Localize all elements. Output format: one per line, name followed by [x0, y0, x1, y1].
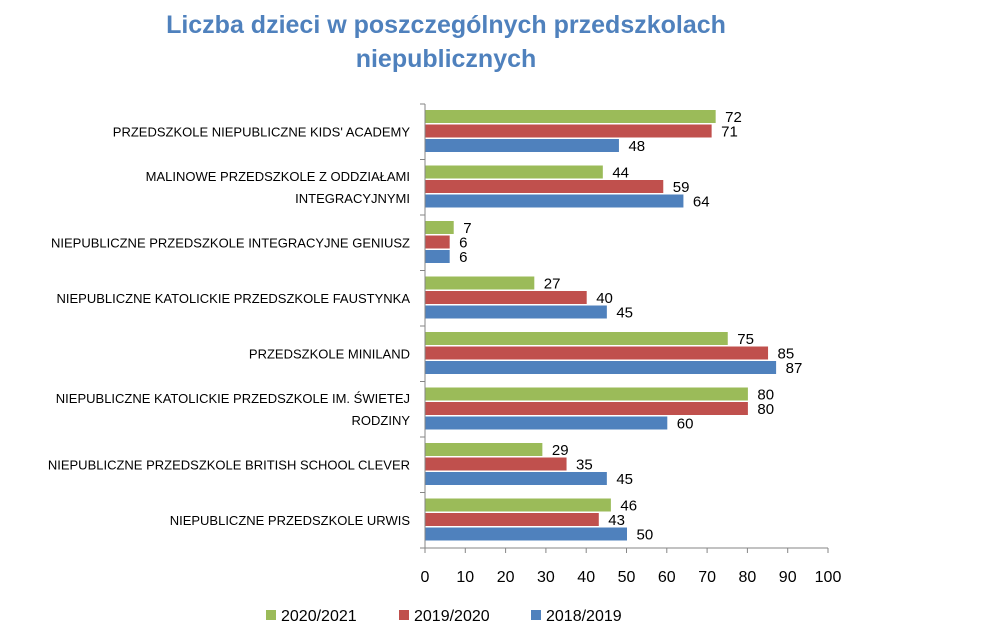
bar — [425, 276, 535, 290]
data-label: 72 — [725, 109, 742, 126]
bar — [425, 416, 668, 430]
axes — [420, 103, 829, 553]
data-label: 44 — [612, 165, 629, 182]
category-labels: PRZEDSZKOLE NIEPUBLICZNE KIDS' ACADEMY MA… — [48, 124, 410, 528]
data-label: 80 — [757, 387, 774, 404]
data-label: 87 — [786, 360, 803, 377]
legend-swatch — [399, 610, 409, 620]
data-label: 35 — [576, 457, 593, 474]
bar — [425, 361, 777, 374]
category-label: NIEPUBLICZNE PRZEDSZKOLE INTEGRACYJNE GE… — [51, 235, 410, 250]
data-label: 43 — [608, 512, 625, 529]
data-label: 75 — [737, 331, 754, 348]
category-label: MALINOWE PRZEDSZKOLE Z ODDZIAŁAMI INTEGRA… — [146, 169, 410, 206]
x-tick-label: 90 — [779, 569, 797, 586]
data-label: 50 — [637, 527, 654, 544]
x-axis-ticks: 0 10 20 30 40 50 60 70 80 90 100 — [421, 569, 842, 586]
data-label: 6 — [459, 249, 467, 266]
category-label: PRZEDSZKOLE MINILAND — [249, 346, 410, 361]
bar — [425, 139, 619, 152]
data-label: 7 — [463, 220, 471, 237]
legend-swatch — [266, 610, 276, 620]
bar — [425, 250, 450, 263]
bar — [425, 402, 748, 415]
data-label: 27 — [544, 276, 561, 293]
data-label: 45 — [616, 471, 633, 488]
bar — [425, 332, 728, 345]
data-label: 59 — [673, 179, 690, 196]
x-tick-label: 100 — [815, 569, 842, 586]
data-label: 85 — [778, 346, 795, 363]
x-tick-label: 80 — [739, 569, 757, 586]
bar — [425, 194, 684, 208]
data-label: 6 — [459, 235, 467, 252]
bar — [425, 305, 607, 319]
bar — [425, 472, 607, 485]
data-label: 60 — [677, 416, 694, 433]
data-label: 45 — [616, 305, 633, 322]
category-label: NIEPUBLICZNE PRZEDSZKOLE URWIS — [170, 513, 411, 528]
bar — [425, 457, 567, 471]
bar — [425, 498, 611, 512]
bar — [425, 346, 769, 360]
bar — [425, 235, 450, 249]
data-label: 29 — [552, 442, 569, 459]
legend-label: 2020/2021 — [281, 608, 357, 625]
data-label: 40 — [596, 290, 613, 307]
x-tick-label: 20 — [497, 569, 515, 586]
bar — [425, 165, 603, 179]
bars: 7271484459647662740457585878080602935454… — [425, 109, 803, 544]
bar — [425, 513, 599, 526]
bar — [425, 291, 587, 304]
bar — [425, 221, 454, 234]
data-label: 64 — [693, 194, 710, 211]
category-label: NIEPUBLICZNE PRZEDSZKOLE BRITISH SCHOOL … — [48, 457, 410, 472]
bar — [425, 180, 664, 193]
data-label: 71 — [721, 124, 738, 141]
x-tick-label: 60 — [658, 569, 676, 586]
x-tick-label: 40 — [577, 569, 595, 586]
bar — [425, 527, 627, 541]
x-tick-label: 50 — [618, 569, 636, 586]
legend-label: 2018/2019 — [546, 608, 622, 625]
category-label: NIEPUBLICZNE KATOLICKIE PRZEDSZKOLE IM. … — [56, 391, 411, 428]
data-label: 46 — [620, 498, 637, 515]
bar — [425, 387, 748, 401]
bar — [425, 124, 712, 138]
data-label: 80 — [757, 401, 774, 418]
bar — [425, 443, 543, 456]
chart-title: Liczba dzieci w poszczególnych przedszko… — [166, 11, 726, 73]
x-tick-label: 70 — [698, 569, 716, 586]
x-tick-label: 10 — [456, 569, 474, 586]
category-label: NIEPUBLICZNE KATOLICKIE PRZEDSZKOLE FAUS… — [57, 291, 411, 306]
legend-label: 2019/2020 — [414, 608, 490, 625]
category-label: PRZEDSZKOLE NIEPUBLICZNE KIDS' ACADEMY — [113, 124, 411, 139]
data-label: 48 — [628, 138, 645, 155]
legend-swatch — [531, 610, 541, 620]
x-tick-label: 30 — [537, 569, 555, 586]
x-tick-label: 0 — [421, 569, 430, 586]
legend: 2020/2021 2019/2020 2018/2019 — [266, 608, 622, 625]
bar — [425, 110, 716, 123]
